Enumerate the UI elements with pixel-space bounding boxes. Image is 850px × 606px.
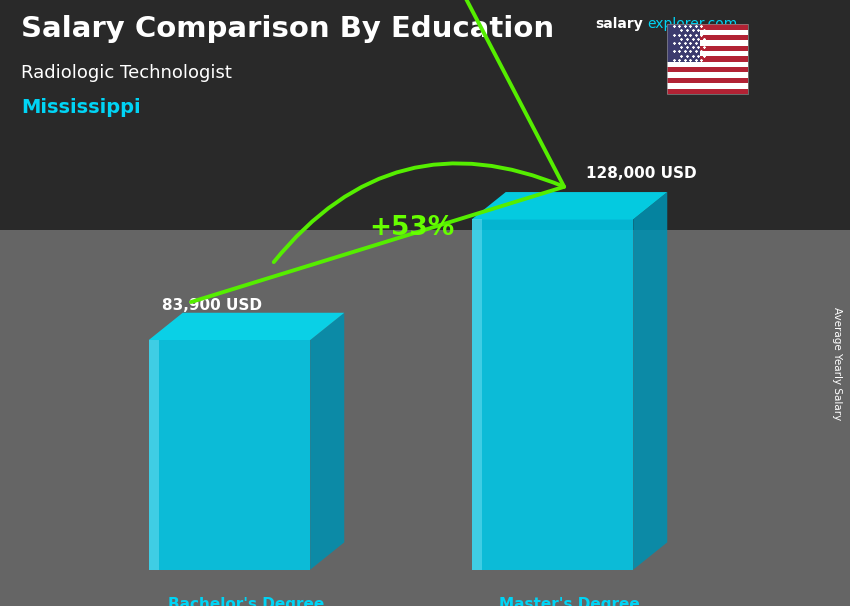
Polygon shape	[472, 219, 482, 570]
Bar	[667, 24, 748, 30]
FancyArrowPatch shape	[191, 0, 564, 302]
Polygon shape	[310, 313, 344, 570]
Polygon shape	[149, 313, 344, 340]
Bar	[0, 0, 850, 230]
Text: Average Yearly Salary: Average Yearly Salary	[832, 307, 842, 420]
Text: +53%: +53%	[370, 215, 455, 241]
Text: Bachelor's Degree: Bachelor's Degree	[168, 597, 325, 606]
Text: 128,000 USD: 128,000 USD	[586, 166, 697, 181]
Bar	[667, 83, 748, 88]
Polygon shape	[633, 192, 667, 570]
Text: salary: salary	[595, 17, 643, 31]
Bar	[667, 45, 748, 51]
Bar	[667, 30, 748, 35]
Bar	[667, 24, 700, 62]
Text: 83,900 USD: 83,900 USD	[162, 298, 263, 313]
Bar	[667, 51, 748, 56]
Polygon shape	[472, 192, 667, 219]
Bar	[667, 62, 748, 67]
Polygon shape	[149, 340, 159, 570]
Bar	[667, 24, 748, 94]
Bar	[667, 41, 748, 45]
Bar	[667, 88, 748, 94]
Bar	[667, 56, 748, 62]
Bar	[667, 67, 748, 73]
Text: explorer.com: explorer.com	[648, 17, 738, 31]
Polygon shape	[472, 219, 633, 570]
Polygon shape	[149, 340, 310, 570]
Text: Mississippi: Mississippi	[21, 98, 141, 117]
Text: Salary Comparison By Education: Salary Comparison By Education	[21, 15, 554, 43]
Text: Radiologic Technologist: Radiologic Technologist	[21, 64, 232, 82]
Text: Master's Degree: Master's Degree	[499, 597, 640, 606]
Bar	[667, 35, 748, 41]
Bar	[667, 73, 748, 78]
Bar	[667, 78, 748, 83]
